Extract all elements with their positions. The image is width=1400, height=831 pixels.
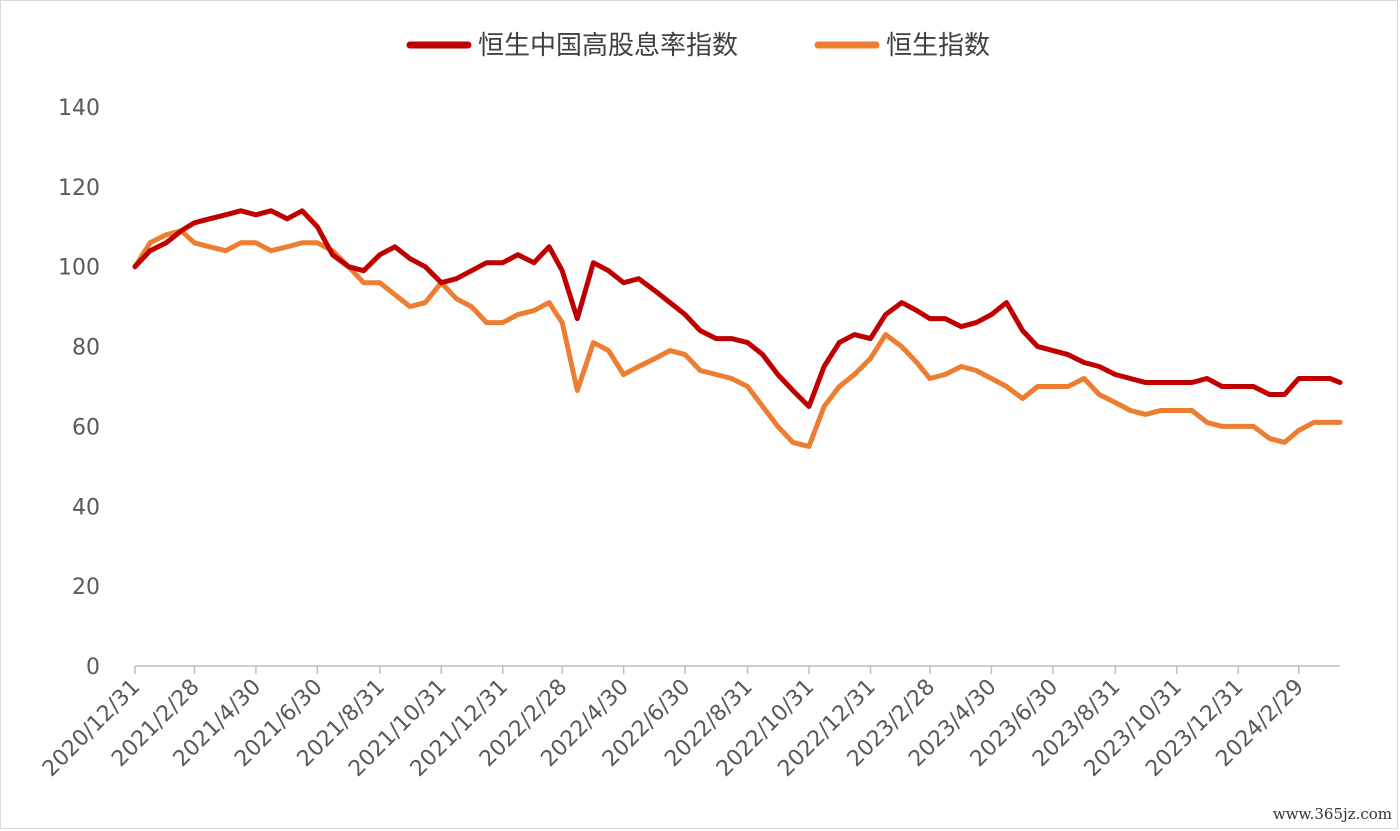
y-tick-label: 0	[86, 655, 100, 680]
series-group	[132, 208, 1343, 449]
y-tick-label: 100	[58, 256, 100, 281]
series-line-1	[132, 228, 1343, 449]
legend: 恒生中国高股息率指数 恒生指数	[406, 31, 990, 61]
y-tick-label: 20	[72, 575, 100, 600]
y-tick-label: 60	[72, 415, 100, 440]
legend-label: 恒生中国高股息率指数	[478, 31, 738, 61]
legend-label: 恒生指数	[886, 31, 990, 61]
y-tick-label: 140	[58, 96, 100, 121]
y-tick-label: 40	[72, 495, 100, 520]
y-tick-label: 120	[58, 176, 100, 201]
y-axis: 0 20 40 60 80 100 120 140	[58, 96, 100, 680]
watermark-text: www.365jz.com	[1272, 805, 1392, 823]
series-line-0	[132, 208, 1343, 409]
x-axis: 2020/12/312021/2/282021/4/302021/6/30202…	[38, 665, 1340, 782]
y-tick-label: 80	[72, 336, 100, 361]
